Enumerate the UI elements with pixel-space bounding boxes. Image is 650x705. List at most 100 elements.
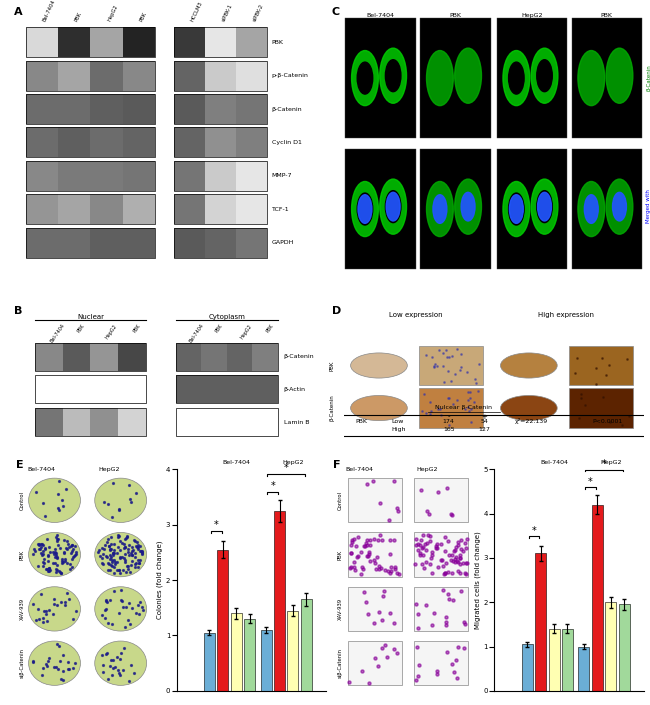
Bar [123,61,155,91]
Bar [174,128,267,157]
Y-axis label: Migrated cells (fold change): Migrated cells (fold change) [474,531,481,629]
Bar [345,18,416,138]
Bar [176,343,278,371]
Bar [26,195,155,224]
Text: HepG2: HepG2 [240,323,254,340]
Text: P<0.0001: P<0.0001 [593,419,623,424]
Bar [414,641,468,685]
Text: 127: 127 [478,427,491,431]
Y-axis label: Colonies (fold change): Colonies (fold change) [157,541,163,619]
Bar [252,408,278,436]
Ellipse shape [385,190,401,223]
Bar [62,408,90,436]
Text: Control: Control [337,491,343,510]
Text: PBK: PBK [356,419,368,424]
Text: PBK: PBK [337,549,343,560]
Bar [58,94,90,124]
Ellipse shape [352,181,378,237]
Bar [571,18,642,138]
Circle shape [350,396,408,421]
Bar [62,343,90,371]
Ellipse shape [380,179,406,234]
Text: β-Catenin: β-Catenin [272,106,302,111]
Text: *: * [214,520,218,530]
Bar [174,94,267,124]
Bar [123,195,155,224]
Ellipse shape [503,181,530,237]
Bar [237,94,267,124]
Bar [35,376,146,403]
Bar [35,376,62,403]
Text: MMP-7: MMP-7 [272,173,292,178]
Text: β-Catenin: β-Catenin [330,395,335,422]
Bar [571,18,642,138]
Text: siβ-Catenin: siβ-Catenin [20,648,25,678]
Ellipse shape [95,478,147,522]
Ellipse shape [537,190,552,223]
Bar [569,388,633,428]
Text: HepG2: HepG2 [107,4,119,23]
Text: β-Actin: β-Actin [284,387,306,392]
Ellipse shape [29,587,81,631]
Text: HepG2: HepG2 [104,323,118,340]
Bar [205,94,237,124]
Ellipse shape [385,60,401,92]
Ellipse shape [531,48,558,103]
Bar [90,128,123,157]
Bar [227,343,252,371]
Bar [174,27,267,57]
Bar [217,550,228,691]
Bar [118,343,146,371]
Bar [176,408,202,436]
Bar [497,18,567,138]
Ellipse shape [606,48,633,103]
Bar [174,228,205,258]
Ellipse shape [29,641,81,685]
Bar [26,128,58,157]
Text: PBK: PBK [20,549,25,560]
Text: PBK: PBK [449,13,462,18]
Text: Bel-7404: Bel-7404 [345,467,373,472]
Bar [205,128,237,157]
Bar [237,161,267,191]
Bar [202,408,227,436]
Text: *: * [284,463,289,473]
Bar [261,630,272,691]
Bar [90,343,118,371]
Bar [571,149,642,269]
Bar [301,599,312,691]
Bar [274,511,285,691]
Text: Cyclin D1: Cyclin D1 [272,140,302,145]
Text: Nuclear: Nuclear [77,314,104,319]
Text: Bel-7404: Bel-7404 [188,323,205,344]
Text: β-Catenin: β-Catenin [647,65,650,92]
Ellipse shape [29,478,81,522]
Bar [414,532,468,577]
Bar [123,128,155,157]
Text: HCCLM3: HCCLM3 [190,1,203,23]
Ellipse shape [531,179,558,234]
Circle shape [500,396,557,421]
Text: PBK: PBK [330,360,335,371]
Text: Low expression: Low expression [389,312,443,319]
Ellipse shape [358,62,372,94]
Bar [237,195,267,224]
Text: XAV-939: XAV-939 [337,598,343,620]
Bar [205,27,237,57]
Bar [419,345,483,386]
Text: Cytoplasm: Cytoplasm [209,314,245,319]
Bar [420,149,491,269]
Bar [348,478,402,522]
Bar [174,61,205,91]
Bar [252,343,278,371]
Bar [205,161,237,191]
Text: +: + [482,414,488,419]
Bar [420,18,491,138]
Text: Bel-7404: Bel-7404 [42,0,57,23]
Text: TCF-1: TCF-1 [272,207,289,212]
Bar [35,408,62,436]
Bar [58,195,90,224]
Text: Control: Control [20,491,25,510]
Ellipse shape [508,62,524,94]
Text: *: * [588,477,593,487]
